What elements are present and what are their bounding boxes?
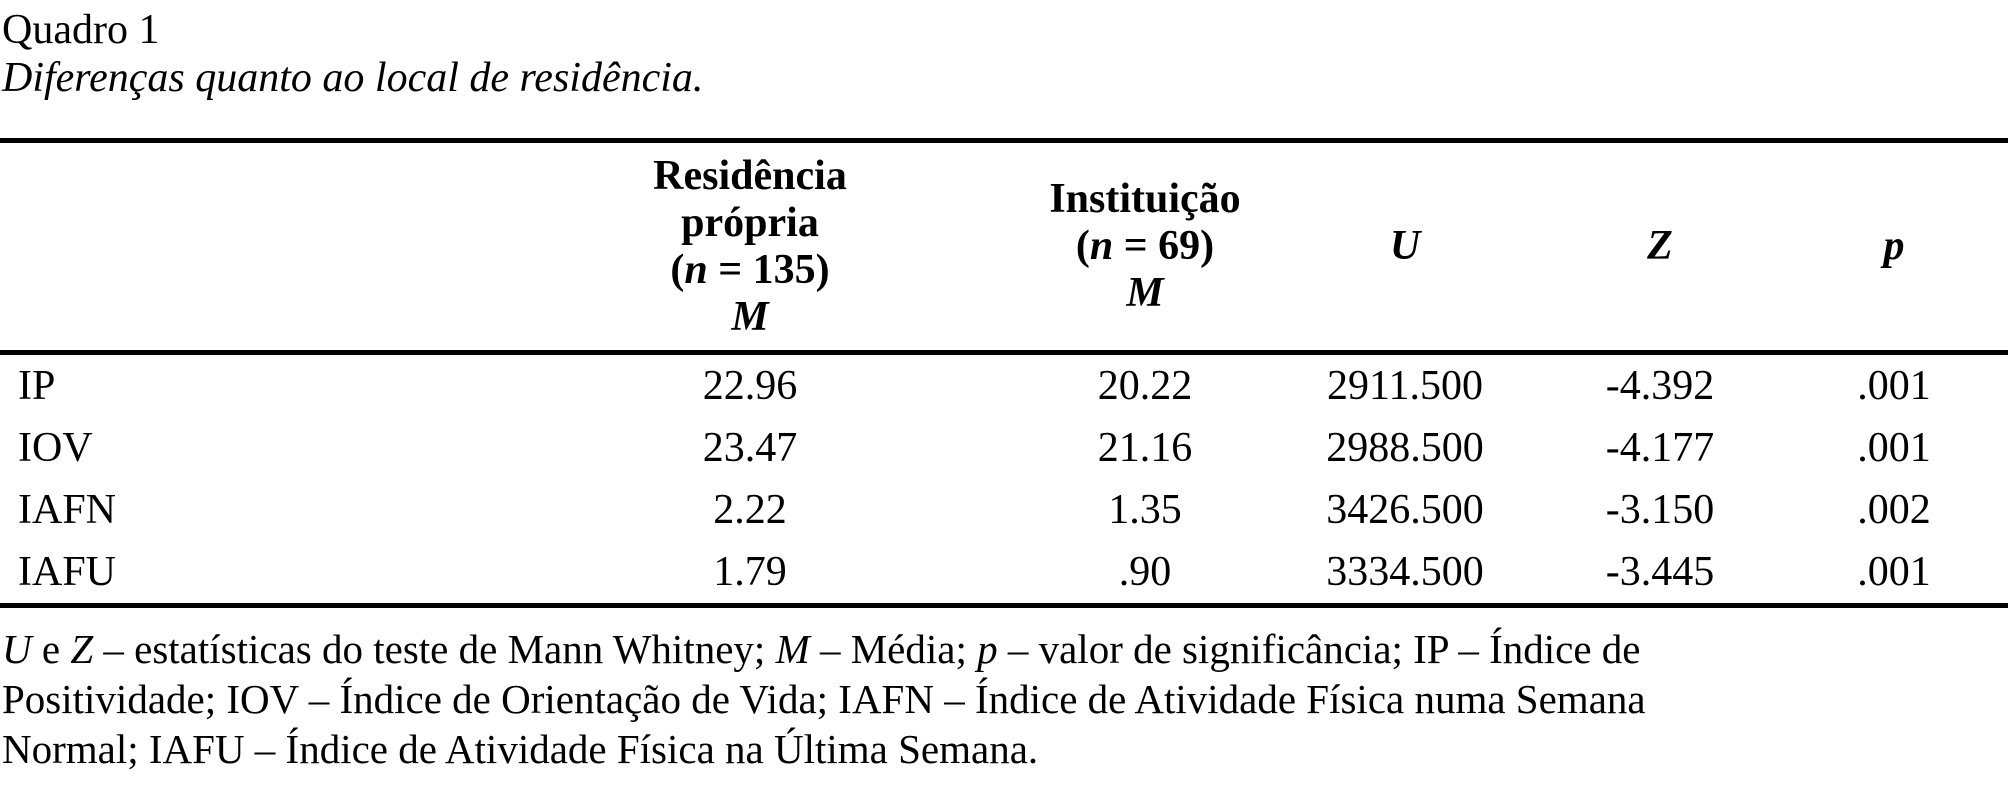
header-line: M xyxy=(1126,270,1164,316)
table-body: IP 22.96 20.22 2911.500 -4.392 .001 IOV … xyxy=(0,353,2008,608)
header-empty-cell xyxy=(0,138,480,355)
header-line: U xyxy=(1389,223,1421,269)
cell-residencia-mean: 1.79 xyxy=(480,541,1020,608)
cell-instituicao-mean: .90 xyxy=(1020,541,1270,608)
header-p-value: p xyxy=(1780,138,2008,355)
header-residencia-propria: Residência própria (n = 135) M xyxy=(480,138,1020,355)
row-label: IAFU xyxy=(0,541,480,608)
cell-z-value: -3.445 xyxy=(1540,541,1780,608)
cell-instituicao-mean: 20.22 xyxy=(1097,363,1193,409)
cell-p-value: .002 xyxy=(1857,487,1931,533)
header-line: própria xyxy=(681,199,819,246)
header-u-statistic: U xyxy=(1270,138,1540,355)
statistics-table: Residência própria (n = 135) M Instituiç… xyxy=(0,138,2008,608)
header-z-statistic: Z xyxy=(1540,138,1780,355)
header-line: Residência xyxy=(653,152,847,199)
table-row: IAFU 1.79 .90 3334.500 -3.445 .001 xyxy=(0,541,2008,608)
row-label: IOV xyxy=(18,425,93,471)
table-caption: Quadro 1 Diferenças quanto ao local de r… xyxy=(0,0,2008,138)
header-line: Instituição xyxy=(1049,176,1241,222)
cell-instituicao-mean: 1.35 xyxy=(1108,487,1182,533)
cell-residencia-mean: 22.96 xyxy=(702,363,798,409)
header-line: Z xyxy=(1647,223,1673,269)
header-line: p xyxy=(1883,223,1905,269)
table-row: IAFN 2.22 1.35 3426.500 -3.150 .002 xyxy=(0,479,2008,541)
cell-instituicao-mean: 21.16 xyxy=(1097,425,1193,471)
header-instituicao: Instituição (n = 69) M xyxy=(1020,138,1270,355)
footnote-line: Normal; IAFU – Índice de Atividade Físic… xyxy=(2,726,1039,772)
row-label: IAFN xyxy=(18,487,117,533)
row-label: IP xyxy=(18,363,56,409)
header-line: (n = 69) xyxy=(1075,223,1215,269)
cell-u-value: 2988.500 xyxy=(1326,425,1484,471)
cell-u-value: 3334.500 xyxy=(1270,541,1540,608)
cell-residencia-mean: 23.47 xyxy=(702,425,798,471)
footnote-line: U e Z – estatísticas do teste de Mann Wh… xyxy=(2,626,1641,672)
table-footnote: U e Z – estatísticas do teste de Mann Wh… xyxy=(0,624,2008,774)
table-title: Diferenças quanto ao local de residência… xyxy=(2,55,704,101)
cell-p-value: .001 xyxy=(1857,363,1931,409)
cell-p-value: .001 xyxy=(1857,425,1931,471)
cell-u-value: 3426.500 xyxy=(1326,487,1484,533)
cell-z-value: -3.150 xyxy=(1605,487,1715,533)
cell-residencia-mean: 2.22 xyxy=(713,487,787,533)
cell-u-value: 2911.500 xyxy=(1327,363,1483,409)
cell-z-value: -4.177 xyxy=(1605,425,1715,471)
table-row: IP 22.96 20.22 2911.500 -4.392 .001 xyxy=(0,353,2008,418)
table-number: Quadro 1 xyxy=(2,7,160,53)
cell-p-value: .001 xyxy=(1780,541,2008,608)
table-header: Residência própria (n = 135) M Instituiç… xyxy=(0,138,2008,355)
header-line: M xyxy=(731,293,769,340)
cell-z-value: -4.392 xyxy=(1605,363,1715,409)
header-row: Residência própria (n = 135) M Instituiç… xyxy=(0,138,2008,355)
table-row: IOV 23.47 21.16 2988.500 -4.177 .001 xyxy=(0,417,2008,479)
footnote-line: Positividade; IOV – Índice de Orientação… xyxy=(2,676,1646,722)
header-line: (n = 135) xyxy=(670,246,830,293)
